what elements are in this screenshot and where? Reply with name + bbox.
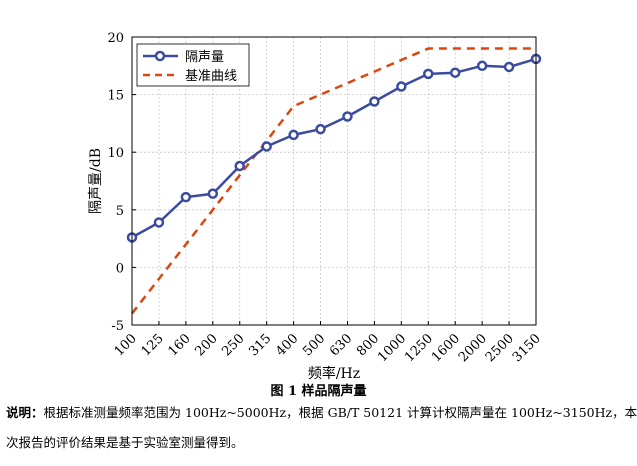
y-tick-label-3: 10 [107, 146, 124, 161]
series-0-point-11 [423, 68, 434, 80]
series-0-point-14 [503, 61, 515, 73]
x-tick-label-10: 1000 [375, 331, 409, 365]
x-tick-label-15: 3150 [510, 331, 544, 365]
x-tick-label-13: 2000 [456, 331, 490, 365]
y-axis-ticks: -5 0 5 10 15 20 [107, 31, 136, 334]
series-0-point-4 [234, 160, 245, 172]
series-0-point-13 [476, 60, 488, 72]
x-tick-label-12: 1600 [429, 331, 463, 365]
legend: 隔声量 基准曲线 [136, 43, 250, 87]
x-tick-label-3: 200 [192, 331, 220, 359]
x-axis-label: 频率/Hz [308, 365, 360, 380]
legend-label-measured: 隔声量 [185, 50, 224, 65]
y-tick-label-1: 0 [116, 261, 124, 276]
series-0-point-5 [261, 141, 272, 152]
x-tick-label-0: 100 [112, 331, 140, 359]
note-line-2: 次报告的评价结果是基于实验室测量得到。 [6, 435, 244, 450]
legend-box [136, 43, 250, 87]
y-tick-label-4: 15 [107, 89, 124, 104]
series-0-point-2 [180, 191, 192, 203]
series-0-point-3 [207, 188, 219, 199]
series-layer [126, 47, 542, 315]
series-0-point-1 [153, 217, 165, 228]
series-0-point-9 [369, 96, 380, 107]
x-tick-label-6: 400 [273, 331, 301, 359]
series-line-0 [131, 57, 537, 239]
y-axis-label: 隔声量/dB [88, 148, 104, 214]
x-tick-label-14: 2500 [483, 331, 517, 365]
legend-marker-measured [154, 50, 166, 62]
plot-frame [131, 36, 537, 326]
legend-label-reference: 基准曲线 [185, 69, 237, 84]
x-tick-label-8: 630 [327, 331, 355, 359]
series-0-point-10 [396, 81, 407, 92]
note-text-1: 根据标准测量频率范围为 100Hz~5000Hz，根据 GB/T 50121 计… [43, 405, 637, 420]
x-tick-label-11: 1250 [402, 331, 436, 365]
note-line-1: 说明：根据标准测量频率范围为 100Hz~5000Hz，根据 GB/T 5012… [6, 402, 637, 421]
note-label: 说明： [6, 405, 44, 420]
series-0-point-6 [288, 129, 299, 141]
series-0-point-7 [315, 123, 326, 135]
y-tick-label-0: -5 [111, 319, 124, 334]
x-tick-label-7: 500 [300, 331, 328, 359]
y-tick-label-2: 5 [116, 204, 124, 219]
x-tick-label-4: 250 [219, 331, 247, 359]
series-line-1 [131, 47, 536, 315]
x-axis-ticks: 1001251602002503154005006308001000125016… [112, 321, 544, 365]
x-tick-label-1: 125 [139, 331, 167, 359]
figure-caption: 图 1 样品隔声量 [270, 384, 367, 399]
series-0-point-12 [449, 67, 461, 78]
series-0-point-8 [342, 111, 353, 122]
x-tick-label-2: 160 [166, 331, 194, 359]
y-tick-label-5: 20 [107, 31, 124, 46]
x-tick-label-5: 315 [246, 331, 274, 359]
